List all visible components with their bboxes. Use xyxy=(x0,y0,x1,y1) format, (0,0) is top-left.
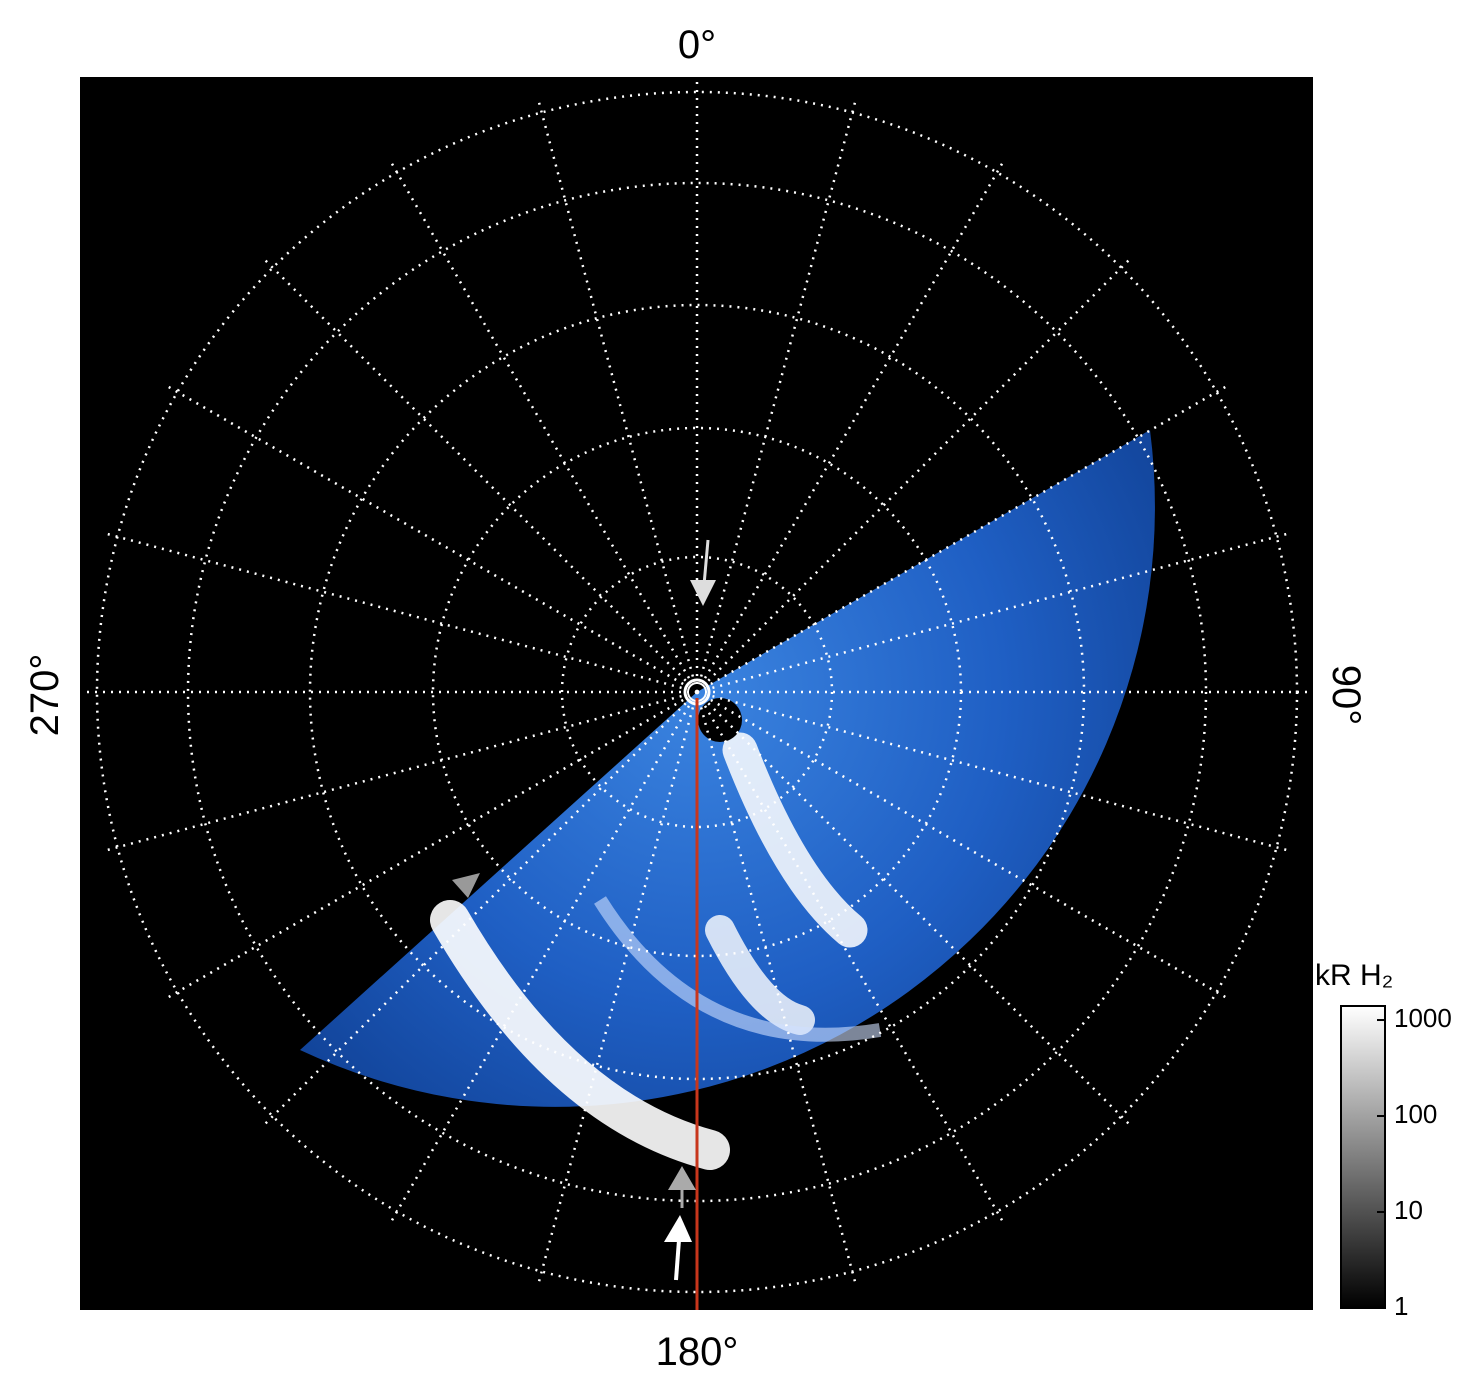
grid-spoke xyxy=(696,255,1134,693)
grid-spoke xyxy=(536,96,699,693)
colorbar-tick-label: 1 xyxy=(1394,1291,1408,1321)
grid-spoke xyxy=(696,531,1293,694)
grid-spoke xyxy=(696,691,1134,1129)
grid-spoke xyxy=(695,96,858,693)
aurora xyxy=(300,430,1155,1170)
grid-spoke xyxy=(695,157,1007,693)
grid-spoke xyxy=(162,690,698,1002)
colorbar-label: kR H₂ xyxy=(1315,959,1393,992)
grid-spoke xyxy=(101,531,698,694)
azimuth-label: 0° xyxy=(678,23,716,67)
colorbar-tick-label: 10 xyxy=(1394,1195,1423,1225)
grid-circle xyxy=(186,181,1208,1203)
grid-spoke xyxy=(696,382,1232,694)
colorbar xyxy=(1340,1005,1386,1309)
grid-circle xyxy=(560,555,834,829)
grid-spoke xyxy=(696,690,1293,853)
grid-spoke xyxy=(695,691,1007,1227)
grid-spoke xyxy=(101,690,698,853)
azimuth-label: 270° xyxy=(23,654,67,737)
azimuth-label: 180° xyxy=(656,1330,739,1374)
arrows xyxy=(452,539,716,1281)
polar-grid xyxy=(81,76,1313,1308)
azimuth-label: 90° xyxy=(1324,665,1368,726)
colorbar-tick-label: 100 xyxy=(1394,1099,1437,1129)
pole-hole xyxy=(698,698,742,742)
grid-spoke xyxy=(695,691,858,1288)
colorbar-tick-label: 1000 xyxy=(1394,1003,1452,1033)
grid-spoke xyxy=(162,382,698,694)
grid-spoke xyxy=(387,157,699,693)
grid-spoke xyxy=(387,691,699,1227)
grid-spoke xyxy=(536,691,699,1288)
grid-spoke xyxy=(696,690,1232,1002)
grid-spoke xyxy=(260,691,698,1129)
grid-spoke xyxy=(260,255,698,693)
grid-circle xyxy=(308,303,1086,1081)
